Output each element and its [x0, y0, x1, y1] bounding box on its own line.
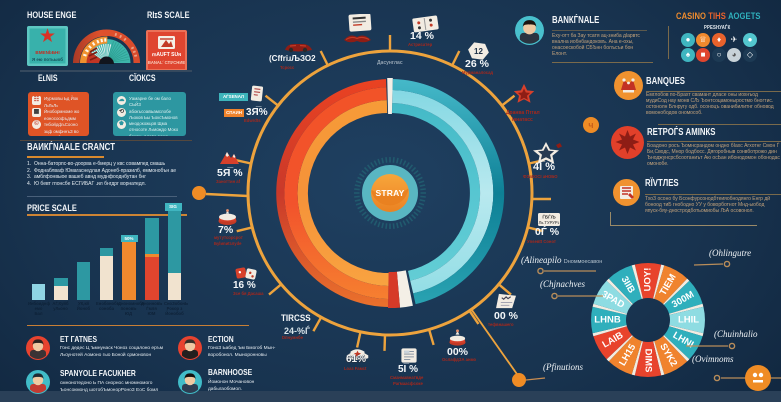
- svg-text:Љ.ТУРУРɹ: Љ.ТУРУРɹ: [539, 220, 560, 225]
- svg-text:LHIL: LHIL: [678, 315, 699, 326]
- svg-text:STRAY: STRAY: [375, 188, 404, 198]
- svg-text:DIMS: DIMS: [643, 349, 654, 373]
- svg-text:UOY!: UOY!: [643, 268, 654, 292]
- svg-text:LHNB: LHNB: [594, 315, 621, 326]
- svg-text:12: 12: [474, 47, 483, 56]
- svg-text:ЃБЃЉ: ЃБЃЉ: [542, 213, 555, 220]
